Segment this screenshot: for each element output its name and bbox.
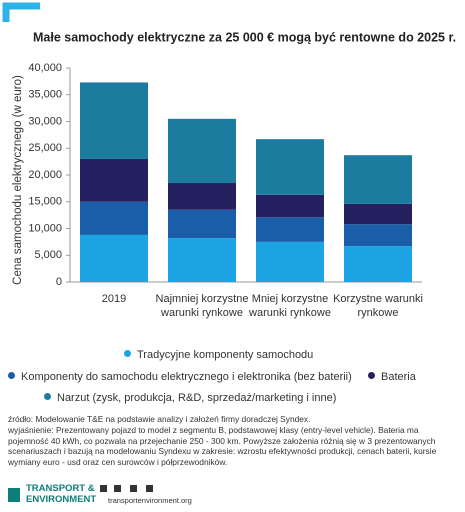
bar-segment bbox=[168, 209, 236, 239]
y-tick-label: 35,000 bbox=[28, 89, 62, 101]
legend-marker bbox=[8, 372, 15, 379]
legend-marker bbox=[124, 350, 131, 357]
corner-icon bbox=[2, 2, 40, 22]
legend-label: Tradycyjne komponenty samochodu bbox=[137, 349, 314, 361]
bar-segment bbox=[168, 183, 236, 210]
y-axis-label: Cena samochodu elektrycznego (w euro) bbox=[12, 75, 24, 285]
bar-segment bbox=[80, 82, 148, 159]
bar-segment bbox=[168, 238, 236, 282]
bar-segment bbox=[344, 203, 412, 225]
bar-segment bbox=[256, 241, 324, 282]
source-note: źródło: Modelowanie T&E na podstawie ana… bbox=[8, 414, 311, 424]
bar-segment bbox=[256, 217, 324, 242]
bar-segment bbox=[344, 224, 412, 247]
y-tick-label: 15,000 bbox=[28, 196, 62, 208]
website: transportenvironment.org bbox=[108, 496, 192, 505]
bar-segment bbox=[168, 118, 236, 184]
bar-segment bbox=[256, 139, 324, 195]
x-tick-label: Najmniej korzystne warunki rynkowe bbox=[155, 293, 249, 319]
bar-segment bbox=[344, 155, 412, 204]
chart-title: Małe samochody elektryczne za 25 000 € m… bbox=[33, 30, 456, 44]
legend-item: Narzut (zysk, produkcja, R&D, sprzedaż/m… bbox=[44, 392, 336, 404]
legend-marker bbox=[44, 393, 51, 400]
legend-label: Bateria bbox=[381, 371, 416, 383]
y-tick-label: 5,000 bbox=[34, 249, 62, 261]
x-tick-label: 2019 bbox=[101, 293, 127, 305]
explanation-note: wyjaśnienie: Prezentowany pojazd to mode… bbox=[8, 425, 437, 467]
legend-item: Komponenty do samochodu elektrycznego i … bbox=[8, 371, 352, 383]
y-tick-label: 10,000 bbox=[28, 222, 62, 234]
y-tick-label: 0 bbox=[56, 276, 62, 288]
y-tick-label: 25,000 bbox=[28, 142, 62, 154]
legend-item: Bateria bbox=[368, 371, 416, 383]
y-tick-label: 30,000 bbox=[28, 115, 62, 127]
bar-segment bbox=[80, 158, 148, 202]
bar-segment bbox=[80, 201, 148, 235]
x-tick-label: Mniej korzystne warunki rynkowe bbox=[249, 293, 331, 319]
bar-segment bbox=[80, 234, 148, 282]
y-tick-label: 20,000 bbox=[28, 169, 62, 181]
social-icons bbox=[100, 485, 153, 492]
bar-segment bbox=[256, 194, 324, 218]
x-tick-label: Korzystne warunki rynkowe bbox=[333, 293, 423, 319]
legend-marker bbox=[368, 372, 375, 379]
legend-label: Komponenty do samochodu elektrycznego i … bbox=[21, 371, 352, 383]
bar-segment bbox=[344, 246, 412, 282]
legend-item: Tradycyjne komponenty samochodu bbox=[124, 349, 313, 361]
y-tick-label: 40,000 bbox=[28, 62, 62, 74]
legend-label: Narzut (zysk, produkcja, R&D, sprzedaż/m… bbox=[57, 392, 337, 404]
logo-text: ENVIRONMENT bbox=[26, 494, 97, 505]
logo-text: TRANSPORT & bbox=[26, 483, 95, 494]
logo-icon bbox=[8, 488, 20, 502]
